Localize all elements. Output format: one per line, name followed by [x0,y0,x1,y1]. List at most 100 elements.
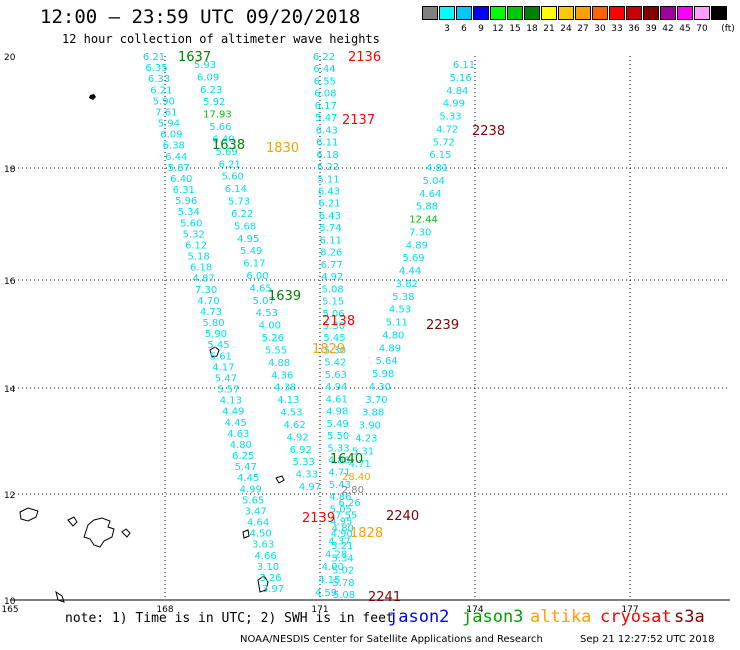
wave-height-value: 4.87 [192,274,214,285]
wave-height-value: 4.92 [286,432,308,443]
colorbar-swatch [575,6,591,20]
colorbar-label: 27 [577,24,589,34]
wave-height-value: 6.18 [316,150,338,161]
wave-height-value: 5.88 [416,202,438,213]
wave-height-value: 5.05 [330,504,352,515]
wave-height-value: 6.15 [429,150,451,161]
colorbar-label: 21 [543,24,555,34]
pass-label: 1828 [350,526,383,541]
wave-height-value: 4.99 [443,99,465,110]
wave-height-value: 6.21 [143,52,165,63]
footer-timestamp: Sep 21 12:27:52 UTC 2018 [580,634,715,645]
wave-height-value: 4.90 [331,529,353,540]
colorbar-swatch [558,6,574,20]
island [275,475,285,484]
wave-height-value: 4.86 [329,492,351,503]
wave-height-value: 4.13 [277,395,299,406]
wave-height-value: 6.11 [316,138,338,149]
island [67,516,78,527]
wave-height-value: 4.13 [220,396,242,407]
pass-label: 2238 [472,124,505,139]
wave-height-value: 4.65 [249,283,271,294]
wave-height-value: 6.26 [338,498,360,509]
satellite-legend-item: jason2 [388,607,450,627]
lat-tick-label: 20 [4,53,16,63]
wave-height-value: 4.45 [225,418,247,429]
wave-height-value: 5.11 [317,174,339,185]
pass-label: 2139 [302,511,335,526]
wave-height-value: 6.18 [190,263,212,274]
pass-label: 1830 [266,141,299,156]
colorbar-swatch [456,6,472,20]
wave-height-value: 5.45 [207,340,229,351]
wave-height-value: 7.30 [409,227,431,238]
wave-height-value: 4.30 [369,382,391,393]
lat-tick-label: 10 [4,597,16,607]
wave-height-value: 6.44 [165,152,187,163]
lon-tick-label: 177 [621,605,638,615]
wave-height-value: 5.07 [253,296,275,307]
axis-labels: 165 168 171 174 177 20 18 16 14 12 10 [1,53,638,615]
wave-height-value: 6.09 [197,72,219,83]
wave-height-value: 3.70 [365,395,387,406]
wave-height-value: 5.26 [262,333,284,344]
wave-height-value: 5.06 [322,309,344,320]
wave-height-value: 3.82 [396,279,418,290]
wave-height-value: 6.25 [232,451,254,462]
wave-height-value: 3.63 [252,540,274,551]
wave-height-value: 4.63 [227,429,249,440]
wave-height-value: 5.55 [265,346,287,357]
wave-height-value: 4.89 [406,240,428,251]
wave-height-value: 5.80 [202,318,224,329]
wave-height-value: 5.11 [386,318,408,329]
wave-height-value: 6.55 [314,77,336,88]
wave-height-value: 6.09 [160,130,182,141]
wave-height-value: 4.97 [299,482,321,493]
footer-credit: NOAA/NESDIS Center for Satellite Applica… [240,634,543,645]
wave-height-value: 4.95 [237,234,259,245]
wave-height-value: 4.44 [399,266,421,277]
wave-height-value: 8.26 [320,248,342,259]
wave-height-value: 6.12 [185,240,207,251]
wave-height-value: 2.80 [342,485,364,496]
wave-height-value: 5.02 [332,566,354,577]
colorbar-label: 30 [594,24,606,34]
wave-height-value: 7.55 [335,511,357,522]
wave-height-value: 6.40 [170,174,192,185]
wave-height-value: 5.47 [315,113,337,124]
wave-height-value: 5.47 [235,462,257,473]
wave-height-value: 6.14 [225,184,247,195]
island [121,528,131,538]
map-grid [10,56,730,601]
lat-tick-label: 14 [4,385,16,395]
wave-height-value: 5.96 [175,196,197,207]
pass-label: 2241 [368,590,401,605]
wave-height-value: 5.90 [153,96,175,107]
wave-height-value: 6.38 [163,141,185,152]
wave-height-value: 5.08 [333,590,355,601]
wave-height-value: 4.00 [259,321,281,332]
colorbar-swatch [711,6,727,20]
wave-height-value: 4.38 [274,383,296,394]
pass-label: 1637 [178,50,211,65]
wave-height-value: 4.71 [349,459,371,470]
pass-label: 2239 [426,318,459,333]
wave-height-value: 6.43 [319,211,341,222]
wave-height-value: 17.93 [203,110,232,121]
wave-height-value: 6.40 [212,135,234,146]
wave-height-value: 6.17 [315,101,337,112]
wave-height-value: 5.34 [178,207,200,218]
wave-height-value: 6.43 [318,187,340,198]
map-subtitle: 12 hour collection of altimeter wave hei… [62,32,380,46]
colorbar-label: 15 [509,24,521,34]
wave-height-value: 5.49 [326,419,348,430]
colorbar-swatch [626,6,642,20]
wave-height-value: 5.61 [210,351,232,362]
wave-height-value: 6.21 [150,85,172,96]
island [83,517,115,548]
wave-height-value: 4.64 [247,518,269,529]
wave-height-value: 5.63 [325,370,347,381]
wave-height-value: 6.33 [148,74,170,85]
wave-height-value: 4.86 [328,456,350,467]
pass-label: 2138 [322,314,355,329]
